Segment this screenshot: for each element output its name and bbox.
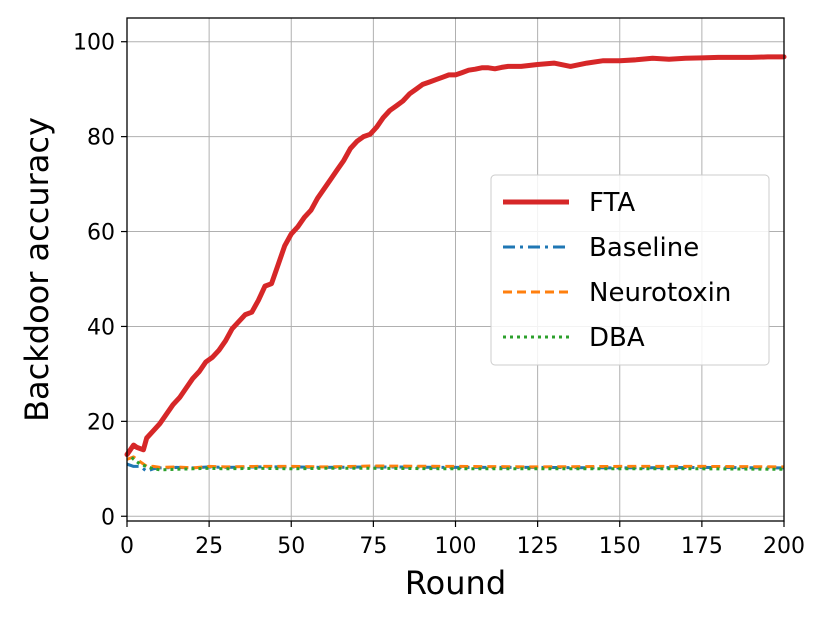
legend-label-dba: DBA: [589, 323, 645, 353]
x-tick-label: 100: [435, 534, 477, 559]
x-tick-label: 0: [120, 534, 134, 559]
legend-label-baseline: Baseline: [589, 233, 699, 263]
x-tick-label: 125: [517, 534, 559, 559]
series-lines: [124, 54, 787, 473]
x-tick-label: 175: [681, 534, 723, 559]
legend-box: [490, 174, 770, 366]
x-tick-label: 75: [359, 534, 387, 559]
x-tick-label: 150: [599, 534, 641, 559]
y-tick-label: 80: [87, 126, 115, 151]
x-tick-label: 200: [763, 534, 805, 559]
y-tick-label: 100: [73, 31, 115, 56]
y-axis-label: Backdoor accuracy: [18, 117, 56, 422]
y-tick-label: 20: [87, 410, 115, 435]
x-axis-label: Round: [405, 564, 506, 602]
y-tick-label: 0: [101, 505, 115, 530]
x-tick-label: 50: [277, 534, 305, 559]
legend-label-fta: FTA: [589, 188, 635, 218]
x-tick-label: 25: [195, 534, 223, 559]
axis-ticks: 0 25 50 75 100 125 150 175 200 0 20 40 60 80 100: [73, 31, 805, 559]
y-tick-label: 60: [87, 221, 115, 246]
y-tick-label: 40: [87, 315, 115, 340]
legend: FTA Baseline Neurotoxin DBA: [490, 174, 770, 366]
series-line-neurotoxin: [126, 455, 785, 470]
legend-label-neurotoxin: Neurotoxin: [589, 278, 731, 308]
series-line-fta: [124, 54, 787, 458]
